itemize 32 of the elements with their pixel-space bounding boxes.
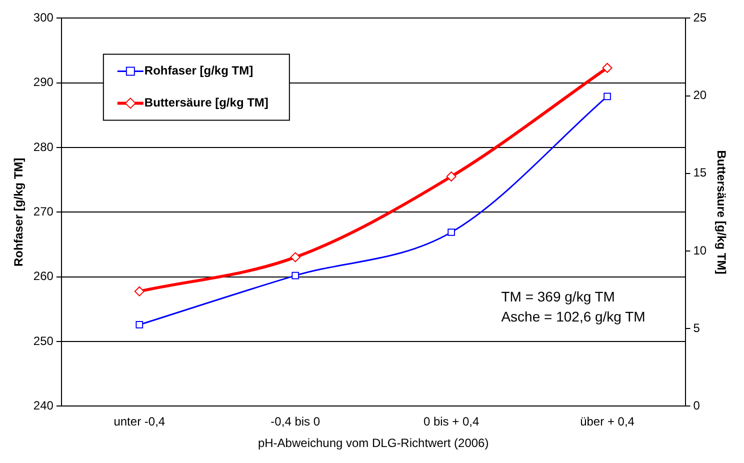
- point: [290, 252, 300, 262]
- point: [446, 172, 456, 182]
- y2-tick-label: 10: [693, 243, 707, 258]
- y2-tick-label: 25: [693, 10, 707, 25]
- y-tick-label: 270: [33, 204, 54, 219]
- y-tick-label: 280: [33, 140, 54, 154]
- point: [136, 321, 144, 328]
- y-tick-label: 290: [33, 75, 54, 90]
- x-tick-label: -0,4 bis 0: [270, 414, 320, 429]
- legend-label: Buttersäure [g/kg TM]: [144, 96, 268, 110]
- x-tick-label: über + 0,4: [580, 414, 635, 429]
- y2-tick-label: 15: [693, 166, 707, 180]
- point: [602, 62, 612, 73]
- annotation: Asche = 102,6 g/kg TM: [501, 308, 646, 324]
- point: [448, 228, 455, 236]
- legend-label: Rohfaser [g/kg TM]: [144, 64, 254, 78]
- y2-tick-label: 20: [693, 88, 707, 102]
- y-tick-label: 240: [33, 398, 54, 413]
- x-tick-label: unter -0,4: [114, 414, 166, 429]
- y2-tick-label: 0: [693, 398, 700, 413]
- y2-axis-title: Buttersäure [g/kg TM]: [714, 150, 728, 274]
- y-tick-label: 260: [33, 269, 54, 284]
- y-axis-title: Rohfaser [g/kg TM]: [12, 158, 26, 267]
- x-tick-label: 0 bis + 0,4: [423, 414, 480, 429]
- x-axis-title: pH-Abweichung vom DLG-Richtwert (2006): [258, 436, 489, 450]
- point: [604, 92, 611, 100]
- y2-tick-label: 5: [693, 320, 700, 335]
- y-tick-label: 250: [33, 334, 54, 348]
- point: [134, 286, 144, 296]
- point: [292, 272, 300, 280]
- y-tick-label: 300: [33, 10, 54, 25]
- annotation: TM = 369 g/kg TM: [501, 288, 615, 304]
